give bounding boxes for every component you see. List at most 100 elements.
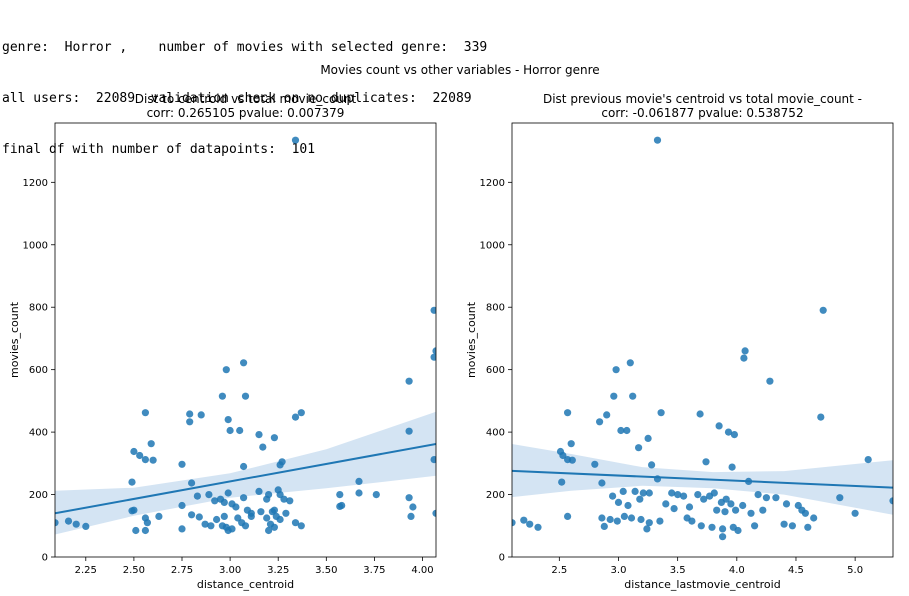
- console-line-datapoints: final df with number of datapoints: 101: [2, 142, 316, 157]
- right-data-point: [674, 491, 682, 499]
- left-data-point: [224, 489, 232, 497]
- left-data-point: [236, 426, 244, 435]
- left-x-tick-label: 4.00: [411, 565, 433, 576]
- right-data-point: [668, 489, 676, 497]
- right-data-point: [643, 525, 651, 533]
- left-data-point: [430, 456, 436, 464]
- right-data-point: [623, 426, 631, 435]
- left-data-point: [186, 418, 194, 426]
- left-chart-subtitle: corr: 0.265105 pvalue: 0.007379: [147, 106, 345, 120]
- left-data-point: [255, 431, 263, 439]
- right-data-point: [766, 377, 774, 385]
- left-data-point: [226, 426, 234, 435]
- left-data-point: [291, 413, 300, 421]
- right-data-point: [708, 523, 716, 531]
- left-chart: Dist to centroid vs total movie_countcor…: [8, 92, 437, 591]
- right-plot-area: [512, 136, 893, 541]
- right-data-point: [629, 392, 637, 400]
- left-data-point: [355, 489, 363, 497]
- left-data-point: [218, 392, 226, 400]
- left-data-point: [405, 427, 413, 435]
- right-data-point: [662, 500, 670, 508]
- left-data-point: [224, 416, 232, 424]
- right-y-axis-label: movies_count: [465, 301, 478, 378]
- right-x-tick-label: 3.5: [670, 565, 686, 576]
- right-y-tick-label: 800: [486, 303, 505, 314]
- right-data-point: [598, 514, 606, 522]
- left-data-point: [297, 522, 305, 530]
- left-plot-frame: [54, 122, 437, 558]
- right-chart-title: Dist previous movie's centroid vs total …: [543, 92, 862, 106]
- right-data-point: [685, 503, 694, 511]
- left-data-point: [205, 491, 213, 499]
- right-data-point: [747, 509, 755, 517]
- right-regression-line: [512, 469, 893, 489]
- left-x-tick-label: 3.50: [315, 565, 337, 576]
- right-data-point: [609, 492, 617, 500]
- left-data-point: [274, 486, 282, 494]
- right-data-point: [656, 517, 664, 525]
- left-x-tick-label: 3.25: [267, 565, 289, 576]
- left-data-point: [270, 523, 278, 531]
- left-data-point: [409, 503, 417, 511]
- left-data-point: [64, 517, 73, 525]
- left-y-tick-label: 1000: [23, 240, 48, 251]
- left-data-point: [407, 512, 415, 521]
- left-data-point: [188, 511, 196, 519]
- left-data-point: [405, 377, 413, 385]
- left-plot-area: [55, 136, 436, 535]
- left-data-point: [432, 347, 436, 355]
- left-data-point: [155, 512, 163, 521]
- left-data-point: [178, 501, 186, 510]
- left-data-point: [405, 494, 413, 502]
- right-data-point: [534, 523, 542, 531]
- right-chart: Dist previous movie's centroid vs total …: [465, 92, 894, 591]
- left-data-point: [430, 306, 436, 314]
- console-line-genre: genre: Horror , number of movies with se…: [2, 40, 488, 55]
- left-x-tick-label: 3.00: [219, 565, 241, 576]
- left-data-point: [282, 509, 290, 517]
- right-y-tick-label: 600: [486, 365, 505, 376]
- left-data-point: [186, 410, 194, 418]
- right-data-point: [719, 533, 727, 541]
- left-data-point: [55, 519, 59, 527]
- right-data-point: [568, 456, 576, 464]
- left-data-point: [149, 456, 157, 464]
- right-data-point: [740, 354, 748, 362]
- right-data-point: [680, 492, 688, 500]
- right-data-point: [727, 500, 735, 508]
- left-data-point: [130, 506, 138, 514]
- right-data-point: [670, 505, 678, 513]
- left-data-point: [136, 451, 144, 460]
- right-y-tick-label: 200: [486, 490, 505, 501]
- right-data-point: [759, 506, 767, 514]
- right-x-tick-label: 4.5: [788, 565, 804, 576]
- right-data-point: [627, 514, 636, 522]
- right-data-point: [836, 494, 844, 502]
- right-x-tick-label: 3.0: [611, 565, 627, 576]
- left-confidence-band: [55, 411, 436, 535]
- right-data-point: [724, 428, 733, 436]
- right-data-point: [851, 509, 859, 517]
- right-data-point: [520, 516, 528, 524]
- right-data-point: [702, 458, 710, 466]
- left-y-tick-label: 600: [29, 365, 48, 376]
- right-data-point: [751, 522, 759, 530]
- right-data-point: [620, 512, 629, 521]
- left-data-point: [193, 492, 201, 500]
- left-data-point: [240, 494, 248, 502]
- right-data-point: [754, 491, 762, 499]
- right-data-point: [564, 512, 572, 521]
- right-data-point: [804, 523, 812, 531]
- right-data-point: [624, 501, 632, 510]
- left-data-point: [255, 487, 263, 495]
- right-data-point: [657, 409, 665, 417]
- left-x-tick-label: 2.50: [123, 565, 145, 576]
- right-data-point: [696, 410, 704, 418]
- right-data-point: [626, 359, 634, 367]
- right-data-point: [700, 495, 708, 503]
- right-data-point: [637, 515, 645, 524]
- right-y-tick-label: 1200: [480, 178, 505, 189]
- right-data-point: [526, 520, 534, 528]
